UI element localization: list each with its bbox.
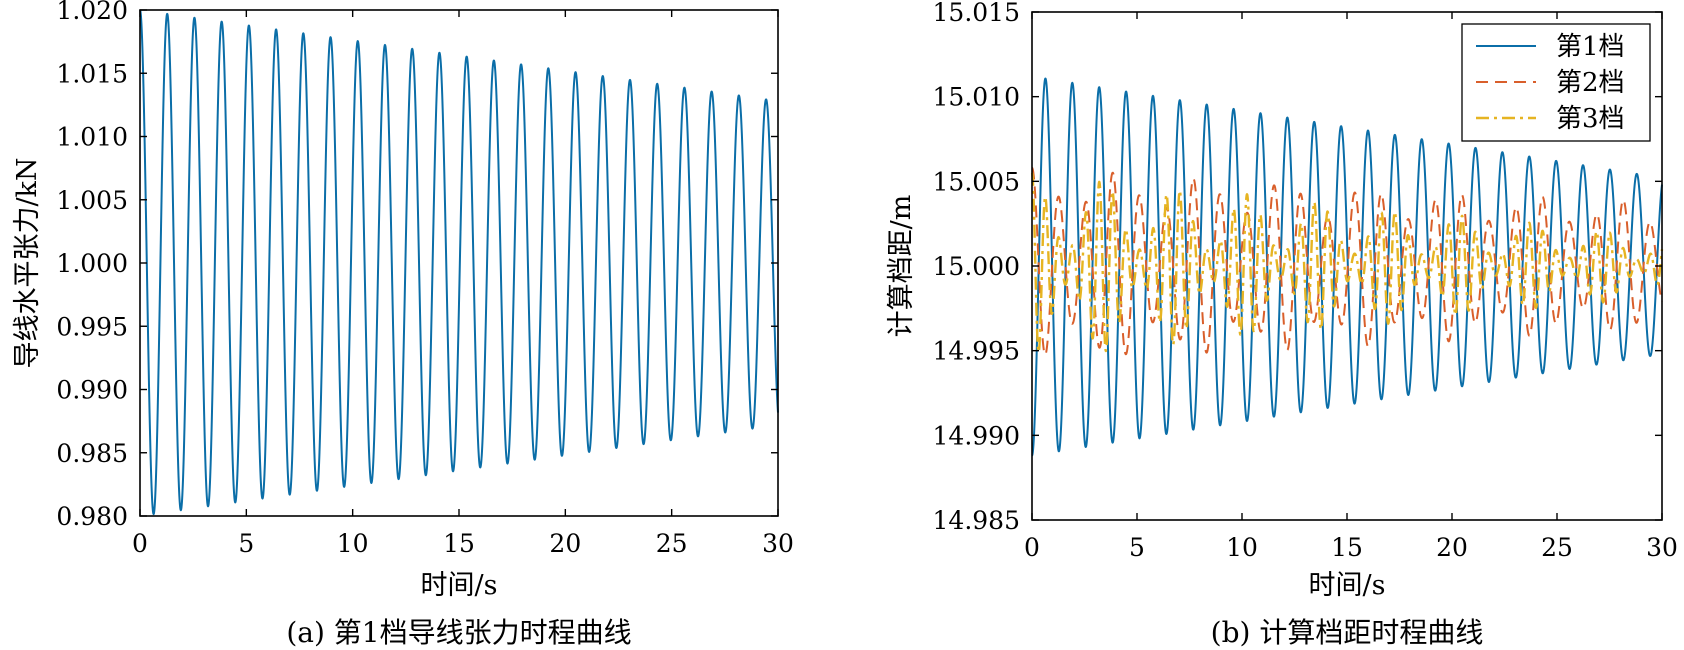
legend-label-series-2: 第2档 — [1556, 68, 1625, 98]
legend-label-series-3: 第3档 — [1556, 104, 1625, 134]
panel-a-y-tick-label: 1.020 — [56, 0, 128, 25]
panel-b-y-tick-label: 15.005 — [933, 167, 1020, 196]
panel-a-y-tick-label: 1.010 — [56, 123, 128, 152]
panel-b-x-tick-label: 20 — [1436, 533, 1468, 562]
panel-a-x-tick-label: 20 — [549, 529, 581, 558]
panel-a-x-tick-label: 25 — [656, 529, 688, 558]
panel-a-x-tick-label: 5 — [238, 529, 254, 558]
panel-b-x-tick-label: 25 — [1541, 533, 1573, 562]
panel-a-tension-chart: 0 5 10 15 20 25 30 0.980 0.985 0.990 0.995 1.000 1.… — [12, 0, 794, 649]
legend-label-series-1: 第1档 — [1556, 32, 1625, 62]
panel-b-y-tick-label: 15.010 — [933, 83, 1020, 112]
panel-b-span-chart: 0 5 10 15 20 25 30 14.985 14.990 14.995 15.000 15.… — [886, 0, 1678, 649]
panel-a-x-axis-label: 时间/s — [421, 570, 498, 601]
panel-a-x-tick-label: 30 — [762, 529, 794, 558]
panel-b-x-tick-label: 0 — [1024, 533, 1040, 562]
panel-b-series-line-3 — [1030, 172, 1664, 354]
panel-b-x-tick-label: 15 — [1331, 533, 1363, 562]
panel-b-y-tick-label: 14.985 — [933, 506, 1020, 535]
panel-a-y-ticks: 0.980 0.985 0.990 0.995 1.000 1.005 1.010 1.015… — [56, 0, 778, 531]
panel-b-series-line-2 — [1031, 166, 1663, 356]
panel-b-y-axis-label: 计算档距/m — [886, 195, 917, 338]
panel-a-y-tick-label: 1.000 — [56, 249, 128, 278]
panel-b-y-tick-label: 14.995 — [933, 337, 1020, 366]
panel-a-x-ticks: 0 5 10 15 20 25 30 — [132, 10, 794, 558]
panel-b-legend: 第1档 第2档 第3档 — [1461, 23, 1651, 142]
panel-b-series-lines — [1030, 77, 1664, 457]
panel-b-x-tick-label: 5 — [1129, 533, 1145, 562]
panel-a-y-tick-label: 0.985 — [56, 439, 128, 468]
panel-b-y-tick-label: 15.015 — [933, 0, 1020, 27]
panel-b-caption: (b) 计算档距时程曲线 — [1211, 616, 1484, 649]
panel-a-x-tick-label: 10 — [337, 529, 369, 558]
panel-b-x-axis-label: 时间/s — [1309, 570, 1386, 601]
panel-b-series-line-1 — [1031, 77, 1663, 457]
panel-b-x-ticks: 0 5 10 15 20 25 30 — [1024, 12, 1678, 562]
panel-a-series-line-1 — [139, 9, 779, 516]
panel-a-x-tick-label: 0 — [132, 529, 148, 558]
panel-a-y-tick-label: 0.995 — [56, 312, 128, 341]
panel-b-y-ticks: 14.985 14.990 14.995 15.000 15.005 15.010 15.0… — [933, 0, 1662, 535]
panel-a-y-axis-label: 导线水平张力/kN — [12, 157, 43, 368]
panel-a-x-tick-label: 15 — [443, 529, 475, 558]
panel-b-y-tick-label: 15.000 — [933, 252, 1020, 281]
panel-a-series-lines — [139, 9, 779, 516]
panel-a-caption: (a) 第1档导线张力时程曲线 — [286, 616, 631, 649]
panel-b-y-tick-label: 14.990 — [933, 421, 1020, 450]
panel-a-y-tick-label: 1.015 — [56, 59, 128, 88]
panel-b-x-tick-label: 10 — [1226, 533, 1258, 562]
panel-a-y-tick-label: 0.980 — [56, 502, 128, 531]
panel-b-x-tick-label: 30 — [1646, 533, 1678, 562]
panel-a-y-tick-label: 0.990 — [56, 376, 128, 405]
legend-box — [1461, 23, 1651, 142]
panel-a-y-tick-label: 1.005 — [56, 186, 128, 215]
